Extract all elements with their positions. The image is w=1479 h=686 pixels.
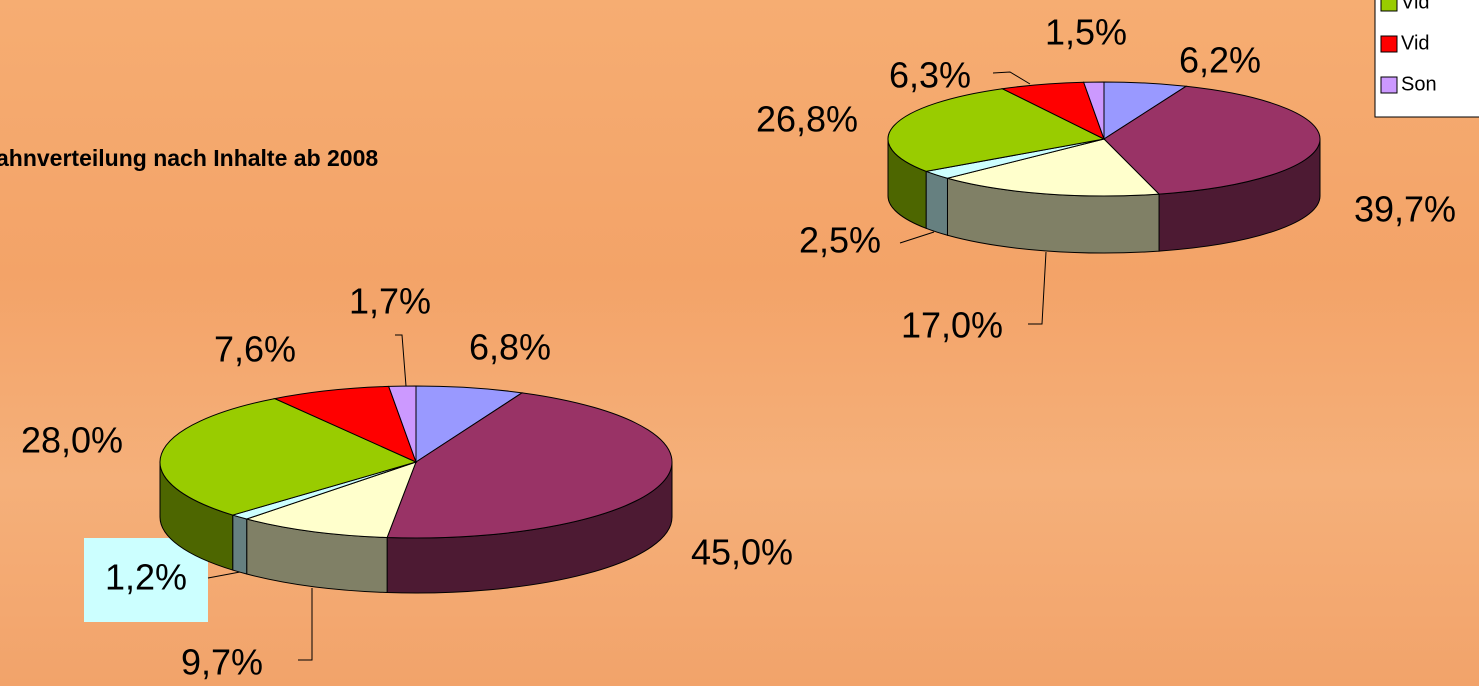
leader-line	[207, 571, 241, 579]
legend-box	[1374, 0, 1479, 118]
data-label: 6,8%	[469, 327, 551, 368]
data-label: 1,2%	[105, 557, 187, 598]
pie-slice	[887, 88, 1106, 172]
legend-label: Son	[1401, 73, 1437, 95]
pie-slice	[945, 138, 1161, 197]
data-label: 1,7%	[349, 281, 431, 322]
data-label: 39,7%	[1354, 189, 1456, 230]
legend-swatch	[1380, 0, 1398, 12]
data-label: 28,0%	[21, 420, 123, 461]
pie-slice	[388, 385, 417, 463]
legend-swatch	[1380, 76, 1398, 94]
leader-line	[899, 231, 935, 244]
pie-slice	[386, 392, 673, 539]
chart-title: ahnverteilung nach Inhalte ab 2008	[0, 145, 378, 171]
data-label: 6,2%	[1179, 40, 1261, 81]
data-label: 7,6%	[214, 329, 296, 370]
pie-slice	[244, 461, 417, 539]
leader-line	[992, 71, 1031, 85]
data-label: 2,5%	[799, 220, 881, 261]
data-label: 1,5%	[1045, 12, 1127, 53]
label-highlight	[84, 538, 208, 622]
data-label: 9,7%	[181, 642, 263, 683]
data-label: 6,3%	[889, 55, 971, 96]
legend-swatch	[1380, 35, 1398, 53]
pie-slice	[1082, 81, 1105, 140]
pie-slice	[1103, 85, 1321, 195]
pie-slice	[159, 398, 418, 516]
legend-label: Vid	[1401, 32, 1430, 54]
pie-side	[232, 514, 248, 575]
leader-line	[395, 334, 407, 387]
pie-slice	[415, 385, 524, 463]
legend-label: Vid	[1401, 0, 1430, 13]
pie-side	[925, 170, 948, 236]
data-label: 45,0%	[691, 532, 793, 573]
leader-line	[298, 588, 313, 661]
leader-lines	[207, 71, 1047, 661]
data-label: 26,8%	[756, 99, 858, 140]
data-label: 17,0%	[901, 305, 1003, 346]
pie-slice	[273, 385, 417, 463]
leader-line	[1028, 251, 1047, 325]
